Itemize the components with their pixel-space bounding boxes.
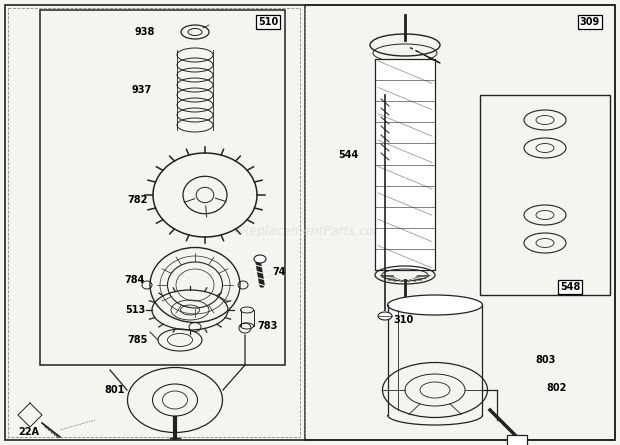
Text: 784: 784 — [125, 275, 145, 285]
Ellipse shape — [378, 312, 392, 320]
Bar — [480, 95, 610, 295]
Bar — [375, 59, 435, 270]
Text: 938: 938 — [135, 27, 155, 37]
Bar — [507, 435, 527, 445]
Text: 782: 782 — [128, 195, 148, 205]
Bar — [8, 8, 300, 437]
Ellipse shape — [388, 295, 482, 315]
Text: 510: 510 — [258, 17, 278, 27]
Text: 513: 513 — [125, 305, 145, 315]
Text: 74: 74 — [272, 267, 285, 277]
Text: 803: 803 — [535, 355, 556, 365]
Text: 309: 309 — [580, 17, 600, 27]
Ellipse shape — [254, 255, 266, 263]
Bar — [40, 10, 285, 365]
Text: 22A: 22A — [18, 427, 39, 437]
Bar — [305, 5, 615, 440]
Text: 785: 785 — [128, 335, 148, 345]
Text: eReplacementParts.com: eReplacementParts.com — [234, 225, 386, 238]
Text: 783: 783 — [257, 321, 277, 331]
Text: 544: 544 — [338, 150, 358, 160]
Text: 310: 310 — [393, 315, 414, 325]
Text: 802: 802 — [546, 383, 567, 393]
Text: 548: 548 — [560, 282, 580, 292]
Text: 801: 801 — [105, 385, 125, 395]
Text: 937: 937 — [132, 85, 152, 95]
